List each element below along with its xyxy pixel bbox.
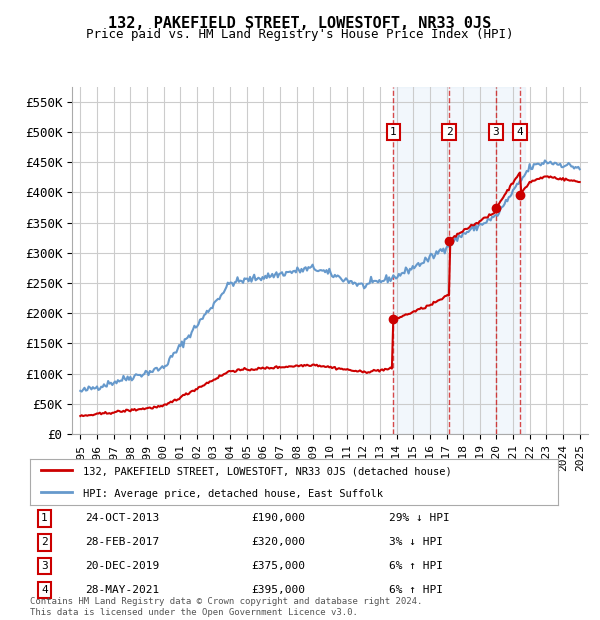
Text: 132, PAKEFIELD STREET, LOWESTOFT, NR33 0JS (detached house): 132, PAKEFIELD STREET, LOWESTOFT, NR33 0… [83,467,452,477]
Text: £190,000: £190,000 [251,513,305,523]
Text: 3: 3 [493,127,499,137]
Text: 3% ↓ HPI: 3% ↓ HPI [389,537,443,547]
Text: 4: 4 [517,127,523,137]
Text: 6% ↑ HPI: 6% ↑ HPI [389,585,443,595]
Text: 24-OCT-2013: 24-OCT-2013 [85,513,160,523]
Text: 2: 2 [41,537,48,547]
Text: 3: 3 [41,561,48,571]
Text: Contains HM Land Registry data © Crown copyright and database right 2024.
This d: Contains HM Land Registry data © Crown c… [30,598,422,617]
Text: 20-DEC-2019: 20-DEC-2019 [85,561,160,571]
Text: £320,000: £320,000 [251,537,305,547]
Text: 6% ↑ HPI: 6% ↑ HPI [389,561,443,571]
Text: 28-MAY-2021: 28-MAY-2021 [85,585,160,595]
Bar [393,87,525,434]
Text: 1: 1 [41,513,48,523]
Text: 28-FEB-2017: 28-FEB-2017 [85,537,160,547]
Text: 2: 2 [446,127,452,137]
Text: 29% ↓ HPI: 29% ↓ HPI [389,513,449,523]
Text: HPI: Average price, detached house, East Suffolk: HPI: Average price, detached house, East… [83,489,383,498]
Text: £375,000: £375,000 [251,561,305,571]
Text: 132, PAKEFIELD STREET, LOWESTOFT, NR33 0JS: 132, PAKEFIELD STREET, LOWESTOFT, NR33 0… [109,16,491,30]
Text: Price paid vs. HM Land Registry's House Price Index (HPI): Price paid vs. HM Land Registry's House … [86,28,514,41]
Text: 4: 4 [41,585,48,595]
Text: 1: 1 [390,127,397,137]
Text: £395,000: £395,000 [251,585,305,595]
